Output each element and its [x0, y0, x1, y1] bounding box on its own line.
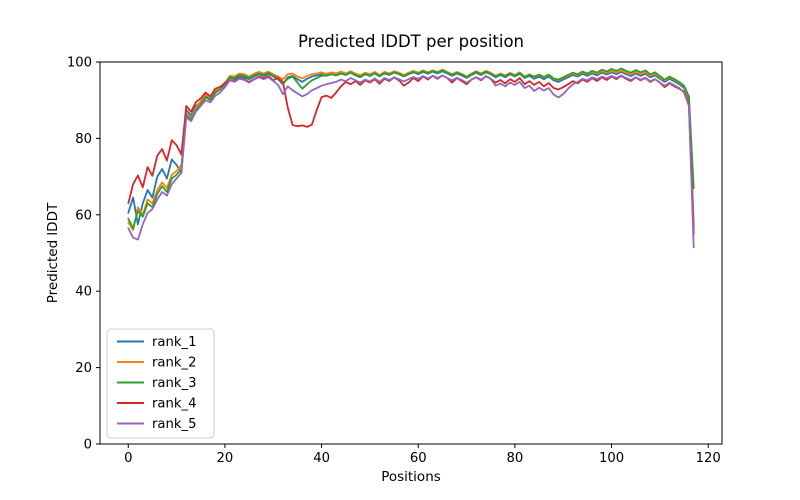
- plot-area: 0 20 40 60 80 100 120 0 20 40 60 80 100: [67, 56, 723, 466]
- chart-title: Predicted lDDT per position: [298, 32, 524, 51]
- axes-spines: [99, 61, 723, 445]
- y-tick-label: 40: [75, 285, 92, 300]
- legend-box: [106, 328, 215, 439]
- x-tick-label: 40: [313, 451, 330, 466]
- legend-label-rank_4: rank_4: [152, 397, 196, 412]
- y-tick-label: 80: [75, 132, 92, 147]
- series-line-rank_3: [127, 67, 695, 230]
- legend-label-rank_1: rank_1: [152, 335, 196, 350]
- x-tick-label: 120: [696, 451, 721, 466]
- series-line-rank_5: [127, 74, 695, 249]
- y-tick-label: 100: [67, 56, 92, 71]
- y-tick-label: 20: [75, 361, 92, 376]
- series-line-rank_4: [127, 74, 695, 235]
- y-axis-label: Predicted lDDT: [45, 202, 61, 303]
- legend-label-rank_2: rank_2: [152, 356, 196, 371]
- y-tick-label: 60: [75, 208, 92, 223]
- y-tick-label: 0: [84, 438, 92, 453]
- x-tick-label: 60: [410, 451, 427, 466]
- x-axis-label: Positions: [381, 469, 441, 485]
- x-tick-label: 80: [507, 451, 524, 466]
- x-tick-label: 0: [124, 451, 132, 466]
- legend-label-rank_5: rank_5: [152, 417, 196, 432]
- x-tick-label: 100: [599, 451, 624, 466]
- legend: rank_1 rank_2 rank_3 rank_4 rank_5: [106, 328, 215, 439]
- x-tick-label: 20: [217, 451, 234, 466]
- legend-label-rank_3: rank_3: [152, 376, 196, 391]
